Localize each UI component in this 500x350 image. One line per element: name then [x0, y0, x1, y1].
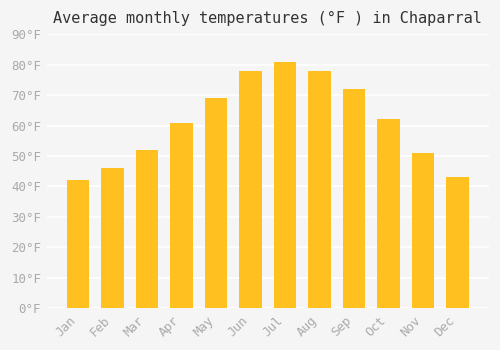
Bar — [412, 153, 434, 308]
Bar — [205, 98, 227, 308]
Bar — [102, 168, 124, 308]
Bar — [240, 71, 262, 308]
Bar — [274, 62, 296, 308]
Bar — [446, 177, 469, 308]
Bar — [67, 180, 89, 308]
Bar — [308, 71, 331, 308]
Title: Average monthly temperatures (°F ) in Chaparral: Average monthly temperatures (°F ) in Ch… — [54, 11, 482, 26]
Bar — [170, 122, 192, 308]
Bar — [343, 89, 365, 308]
Bar — [136, 150, 158, 308]
Bar — [378, 119, 400, 308]
